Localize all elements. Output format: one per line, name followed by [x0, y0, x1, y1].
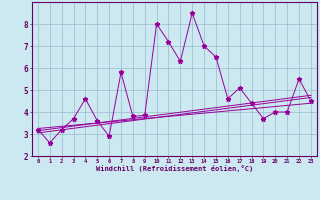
X-axis label: Windchill (Refroidissement éolien,°C): Windchill (Refroidissement éolien,°C)	[96, 165, 253, 172]
